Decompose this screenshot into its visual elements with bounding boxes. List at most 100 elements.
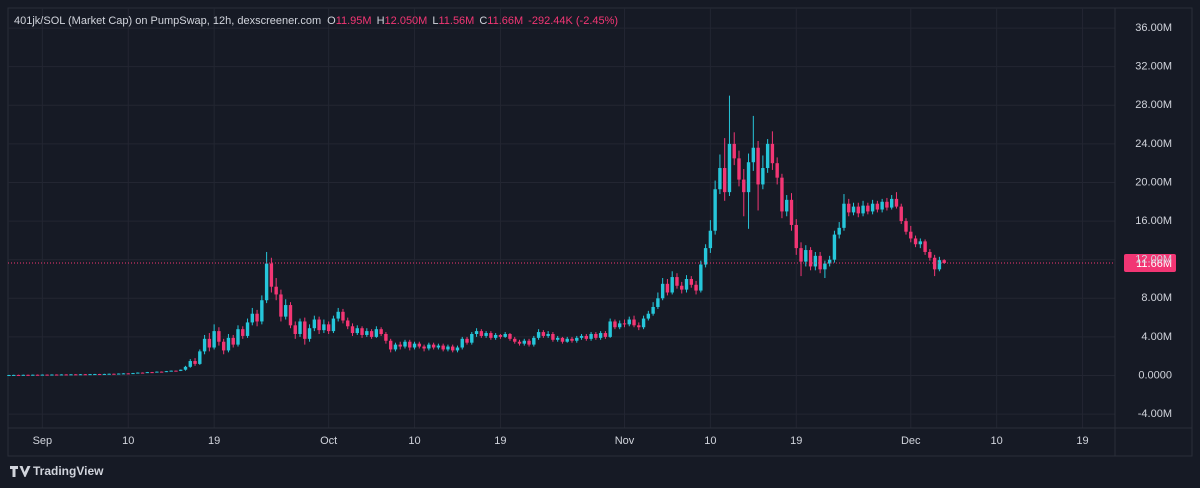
candle-body [31, 374, 35, 376]
candle-body [69, 374, 73, 376]
candle-body [508, 334, 512, 339]
candle-body [355, 328, 359, 334]
candle-body [832, 234, 837, 260]
x-tick-label: 10 [704, 435, 716, 447]
candle-body [40, 374, 45, 376]
candle-body [780, 177, 784, 212]
candle-body [851, 206, 856, 213]
candle-body [365, 331, 369, 335]
candle-body [35, 374, 40, 376]
candle-body [16, 374, 21, 376]
candle-body [899, 206, 903, 222]
candle-body [479, 331, 484, 336]
candle-body [212, 331, 216, 348]
candle-body [465, 338, 469, 343]
x-tick-label: Sep [33, 435, 53, 447]
candle-body [441, 345, 445, 350]
candle-body [169, 370, 173, 372]
candle-body [198, 351, 202, 364]
candle-body [761, 168, 765, 185]
candle-body [384, 334, 388, 341]
candle-body [7, 375, 11, 377]
candle-body [889, 198, 894, 208]
candle-body [269, 263, 274, 287]
x-tick-label: 19 [1076, 435, 1088, 447]
candle-body [808, 250, 813, 267]
y-tick-label: 16.00M [1135, 215, 1172, 227]
candle-body [589, 334, 593, 339]
candle-body [12, 374, 16, 376]
candle-body [145, 372, 150, 374]
candle-body [317, 319, 321, 331]
candle-body [727, 143, 732, 193]
candle-body [193, 361, 197, 364]
candle-body [117, 373, 121, 375]
candle-body [50, 374, 54, 376]
candle-body [770, 143, 775, 164]
candle-body [923, 241, 927, 252]
last-price-box [1124, 253, 1176, 272]
brand-logo [10, 466, 31, 477]
candle-body [584, 335, 589, 339]
candle-body [484, 333, 488, 336]
y-tick-label: 28.00M [1135, 99, 1172, 111]
candle-body [369, 331, 374, 337]
candle-body [136, 372, 140, 374]
candle-body [93, 374, 97, 376]
candle-body [474, 331, 479, 335]
candle-body [737, 158, 741, 180]
candle-body [651, 306, 655, 314]
y-tick-label: 12.00M [1135, 254, 1172, 266]
candle-body [632, 319, 636, 326]
candle-body [909, 231, 913, 239]
candle-body [451, 346, 455, 351]
candle-body [708, 230, 713, 249]
x-tick-label: Oct [320, 435, 337, 447]
candle-body [45, 374, 49, 376]
candle-body [97, 374, 102, 376]
candle-body [594, 334, 598, 338]
candle-body [756, 147, 760, 185]
candle-body [412, 343, 417, 348]
candle-body [646, 313, 651, 319]
candle-body [842, 203, 846, 228]
candle-body [221, 341, 226, 351]
candle-body [307, 328, 312, 339]
candle-body [64, 374, 68, 376]
candle-body [78, 374, 83, 376]
candle-body [536, 332, 541, 338]
legend-value: 11.66M [487, 15, 523, 27]
candle-body [241, 329, 245, 336]
candle-body [866, 205, 870, 212]
candle-body [904, 221, 908, 232]
candle-body [928, 251, 932, 258]
candle-body [818, 255, 822, 270]
candle-body [541, 332, 546, 336]
candle-body [932, 257, 937, 270]
candle-body [236, 329, 240, 345]
legend-key: H [377, 15, 385, 27]
candle-body [174, 370, 178, 372]
candle-body [789, 199, 794, 225]
candle-body [913, 238, 918, 245]
candle-body [183, 366, 188, 370]
x-tick-label: 19 [494, 435, 506, 447]
candle-body [436, 345, 441, 348]
candle-body [694, 284, 698, 291]
x-tick-label: 19 [208, 435, 220, 447]
legend-change: -292.44K (-2.45%) [528, 15, 618, 27]
candle-body [885, 201, 889, 208]
candle-body [498, 334, 503, 337]
candle-body [699, 264, 703, 291]
candle-body [312, 319, 317, 329]
candle-body [732, 143, 736, 159]
candle-body [894, 198, 899, 207]
legend-key: L [432, 15, 438, 27]
candle-body [331, 318, 336, 332]
candle-body [718, 168, 722, 190]
candle-body [293, 325, 297, 335]
candle-body [121, 373, 126, 375]
candle-body [255, 313, 259, 322]
